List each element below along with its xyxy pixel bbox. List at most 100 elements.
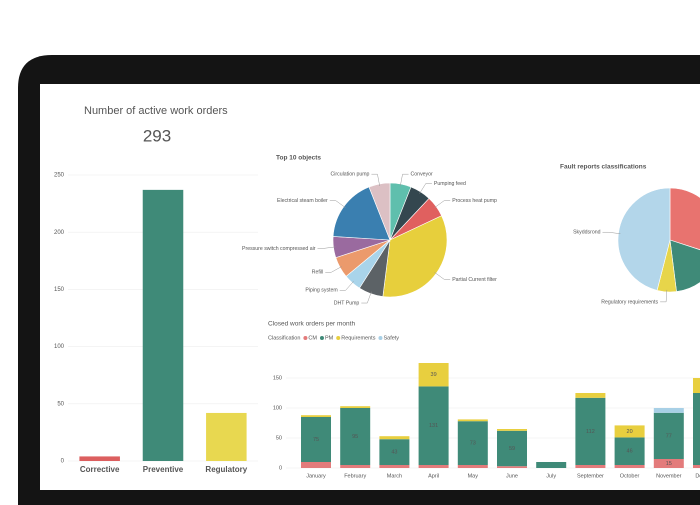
bar-segment	[457, 419, 488, 422]
bar-segment	[379, 465, 410, 468]
legend-label: CM	[308, 335, 317, 341]
x-tick-label: March	[387, 473, 402, 479]
legend-swatch	[303, 336, 308, 340]
legend-label: Requirements	[341, 335, 375, 341]
slice-label: Pumping feed	[434, 181, 466, 187]
leader-line	[660, 289, 668, 303]
bar-segment	[340, 406, 371, 408]
legend-title: Classification	[268, 335, 300, 341]
bar	[206, 412, 247, 461]
bar-segment	[457, 421, 488, 465]
leader-line	[400, 173, 409, 187]
leader-line	[419, 183, 432, 194]
y-tick-label: 200	[54, 230, 65, 236]
bar-segment	[536, 462, 567, 468]
y-tick-label: 50	[57, 401, 64, 407]
bar-segment	[301, 417, 331, 462]
slice-label: Circulation pump	[331, 172, 370, 178]
chart-title: Fault reports classifications	[560, 164, 647, 171]
segment-label: 112	[586, 429, 595, 435]
leader-line	[329, 200, 346, 208]
bar-segment	[418, 386, 449, 465]
bar-segment	[614, 437, 645, 465]
segment-label: 73	[470, 441, 476, 447]
legend-label: PM	[325, 335, 334, 341]
x-tick-label: July	[546, 473, 556, 479]
pie-slice	[669, 187, 700, 251]
legend-swatch	[378, 336, 383, 340]
bar-segment	[575, 465, 606, 468]
leader-line	[371, 173, 380, 187]
x-tick-label: Regulatory	[205, 465, 247, 474]
slice-label: Process heat pump	[452, 198, 497, 204]
x-tick-label: September	[577, 473, 604, 479]
bar-segment	[614, 425, 645, 438]
leader-line	[325, 266, 342, 273]
legend-label: Safety	[383, 335, 399, 341]
slice-label: Skyddsrond	[573, 230, 601, 236]
bar-segment	[301, 415, 331, 417]
bar-segment	[575, 393, 606, 398]
segment-label: 95	[352, 434, 358, 440]
dashboard: Number of active work orders293050100150…	[54, 105, 700, 479]
x-tick-label: November	[656, 473, 682, 479]
x-tick-label: October	[620, 473, 640, 479]
chart-title: Top 10 objects	[276, 155, 321, 162]
x-tick-label: June	[506, 473, 518, 479]
x-tick-label: January	[306, 473, 326, 479]
y-tick-label: 100	[54, 344, 65, 350]
chart-title: Closed work orders per month	[268, 321, 355, 328]
leader-line	[361, 291, 372, 304]
slice-label: Refill	[312, 270, 324, 276]
y-tick-label: 0	[279, 465, 282, 471]
segment-label: 43	[391, 450, 397, 456]
x-tick-label: Corrective	[80, 465, 120, 474]
segment-label: 131	[429, 423, 438, 429]
bar-segment	[653, 412, 684, 459]
bar-segment	[653, 459, 684, 468]
y-tick-label: 50	[276, 435, 282, 441]
segment-label: 59	[509, 446, 515, 452]
bar	[142, 189, 184, 461]
bar-segment	[379, 436, 410, 440]
segment-label: 15	[666, 461, 672, 467]
leader-line	[339, 281, 354, 291]
y-tick-label: 0	[61, 459, 65, 465]
bar-segment	[497, 429, 527, 431]
pie-slice	[669, 239, 700, 292]
slice-label: Conveyor	[411, 172, 433, 178]
y-tick-label: 150	[54, 287, 65, 293]
bar-segment	[575, 397, 606, 465]
bar-segment	[693, 465, 700, 468]
x-tick-label: December	[695, 473, 700, 479]
legend-swatch	[319, 336, 324, 340]
segment-label: 75	[313, 437, 319, 443]
slice-label: Pressure switch compressed air	[242, 246, 316, 252]
bar-segment	[693, 393, 700, 465]
bar-segment	[497, 430, 527, 467]
bar-segment	[301, 462, 331, 468]
x-tick-label: May	[468, 473, 479, 479]
bar	[79, 456, 120, 461]
bar-segment	[418, 465, 449, 468]
slice-label: Piping system	[305, 288, 337, 294]
segment-label: 39	[431, 372, 437, 378]
bar-segment	[418, 363, 449, 387]
x-tick-label: February	[344, 473, 366, 479]
bar-segment	[497, 466, 527, 468]
segment-label: 46	[627, 449, 633, 455]
slice-label: Regulatory requirements	[601, 299, 658, 305]
x-tick-label: Preventive	[143, 465, 184, 474]
segment-label: 20	[627, 429, 633, 435]
kpi-value: 293	[143, 126, 171, 145]
leader-line	[434, 272, 451, 280]
kpi-title: Number of active work orders	[84, 105, 228, 117]
segment-label: 77	[666, 433, 672, 439]
y-tick-label: 150	[273, 375, 282, 381]
leader-line	[317, 246, 336, 249]
bar-segment	[457, 465, 488, 468]
bar-segment	[379, 439, 410, 465]
x-tick-label: April	[428, 473, 439, 479]
bar-segment	[614, 465, 645, 468]
legend-swatch	[336, 336, 341, 340]
